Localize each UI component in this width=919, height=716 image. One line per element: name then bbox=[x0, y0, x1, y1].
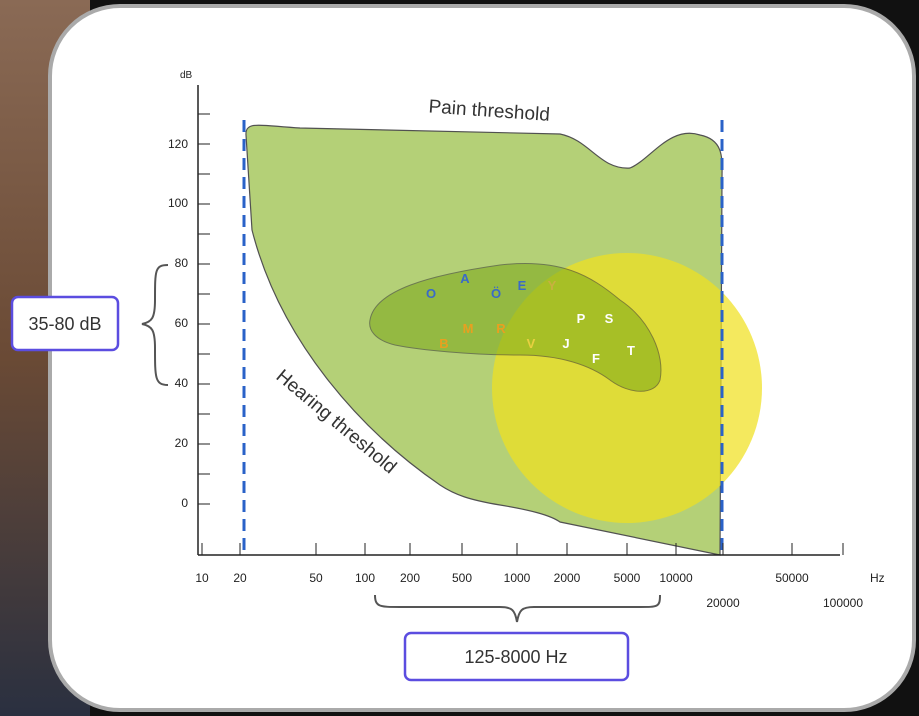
y-unit: dB bbox=[180, 70, 193, 81]
phoneme: P bbox=[577, 311, 586, 326]
phoneme: R bbox=[496, 321, 506, 336]
hz-callout-text: 125-8000 Hz bbox=[464, 647, 567, 667]
x-tick-label: 5000 bbox=[614, 571, 641, 585]
phoneme: Ö bbox=[491, 286, 501, 301]
y-tick-label: 40 bbox=[175, 376, 189, 390]
x-tick-label: 100000 bbox=[823, 596, 863, 610]
x-tick-label: 10000 bbox=[659, 571, 693, 585]
x-tick-label: 1000 bbox=[504, 571, 531, 585]
x-tick-label: 50 bbox=[309, 571, 323, 585]
x-tick-label: 500 bbox=[452, 571, 472, 585]
x-tick-label: 20 bbox=[233, 571, 247, 585]
phoneme: E bbox=[518, 278, 527, 293]
y-tick-label: 60 bbox=[175, 316, 189, 330]
x-tick-label: 2000 bbox=[554, 571, 581, 585]
x-tick-label: 20000 bbox=[706, 596, 740, 610]
phoneme: O bbox=[426, 286, 436, 301]
y-tick-label: 0 bbox=[181, 496, 188, 510]
y-tick-label: 120 bbox=[168, 137, 188, 151]
phoneme: T bbox=[627, 343, 635, 358]
db-callout-text: 35-80 dB bbox=[28, 314, 101, 334]
phoneme: J bbox=[562, 336, 569, 351]
x-tick-label: 10 bbox=[195, 571, 209, 585]
phoneme: B bbox=[439, 336, 448, 351]
y-tick-label: 20 bbox=[175, 436, 189, 450]
x-unit: Hz bbox=[870, 571, 885, 585]
phoneme: M bbox=[463, 321, 474, 336]
x-tick-label: 100 bbox=[355, 571, 375, 585]
page: {"y_axis": {"unit": "dB", "ticks": ["120… bbox=[0, 0, 919, 716]
screenshot: dB Hz Pain threshold Hearing threshold 1… bbox=[0, 0, 919, 716]
phoneme: Y bbox=[548, 278, 557, 293]
x-tick-label: 50000 bbox=[775, 571, 809, 585]
y-tick-label: 80 bbox=[175, 256, 189, 270]
y-tick-label: 100 bbox=[168, 196, 188, 210]
phoneme: V bbox=[527, 336, 536, 351]
phoneme: A bbox=[460, 271, 470, 286]
x-tick-label: 200 bbox=[400, 571, 420, 585]
phoneme: F bbox=[592, 351, 600, 366]
phoneme: S bbox=[605, 311, 614, 326]
